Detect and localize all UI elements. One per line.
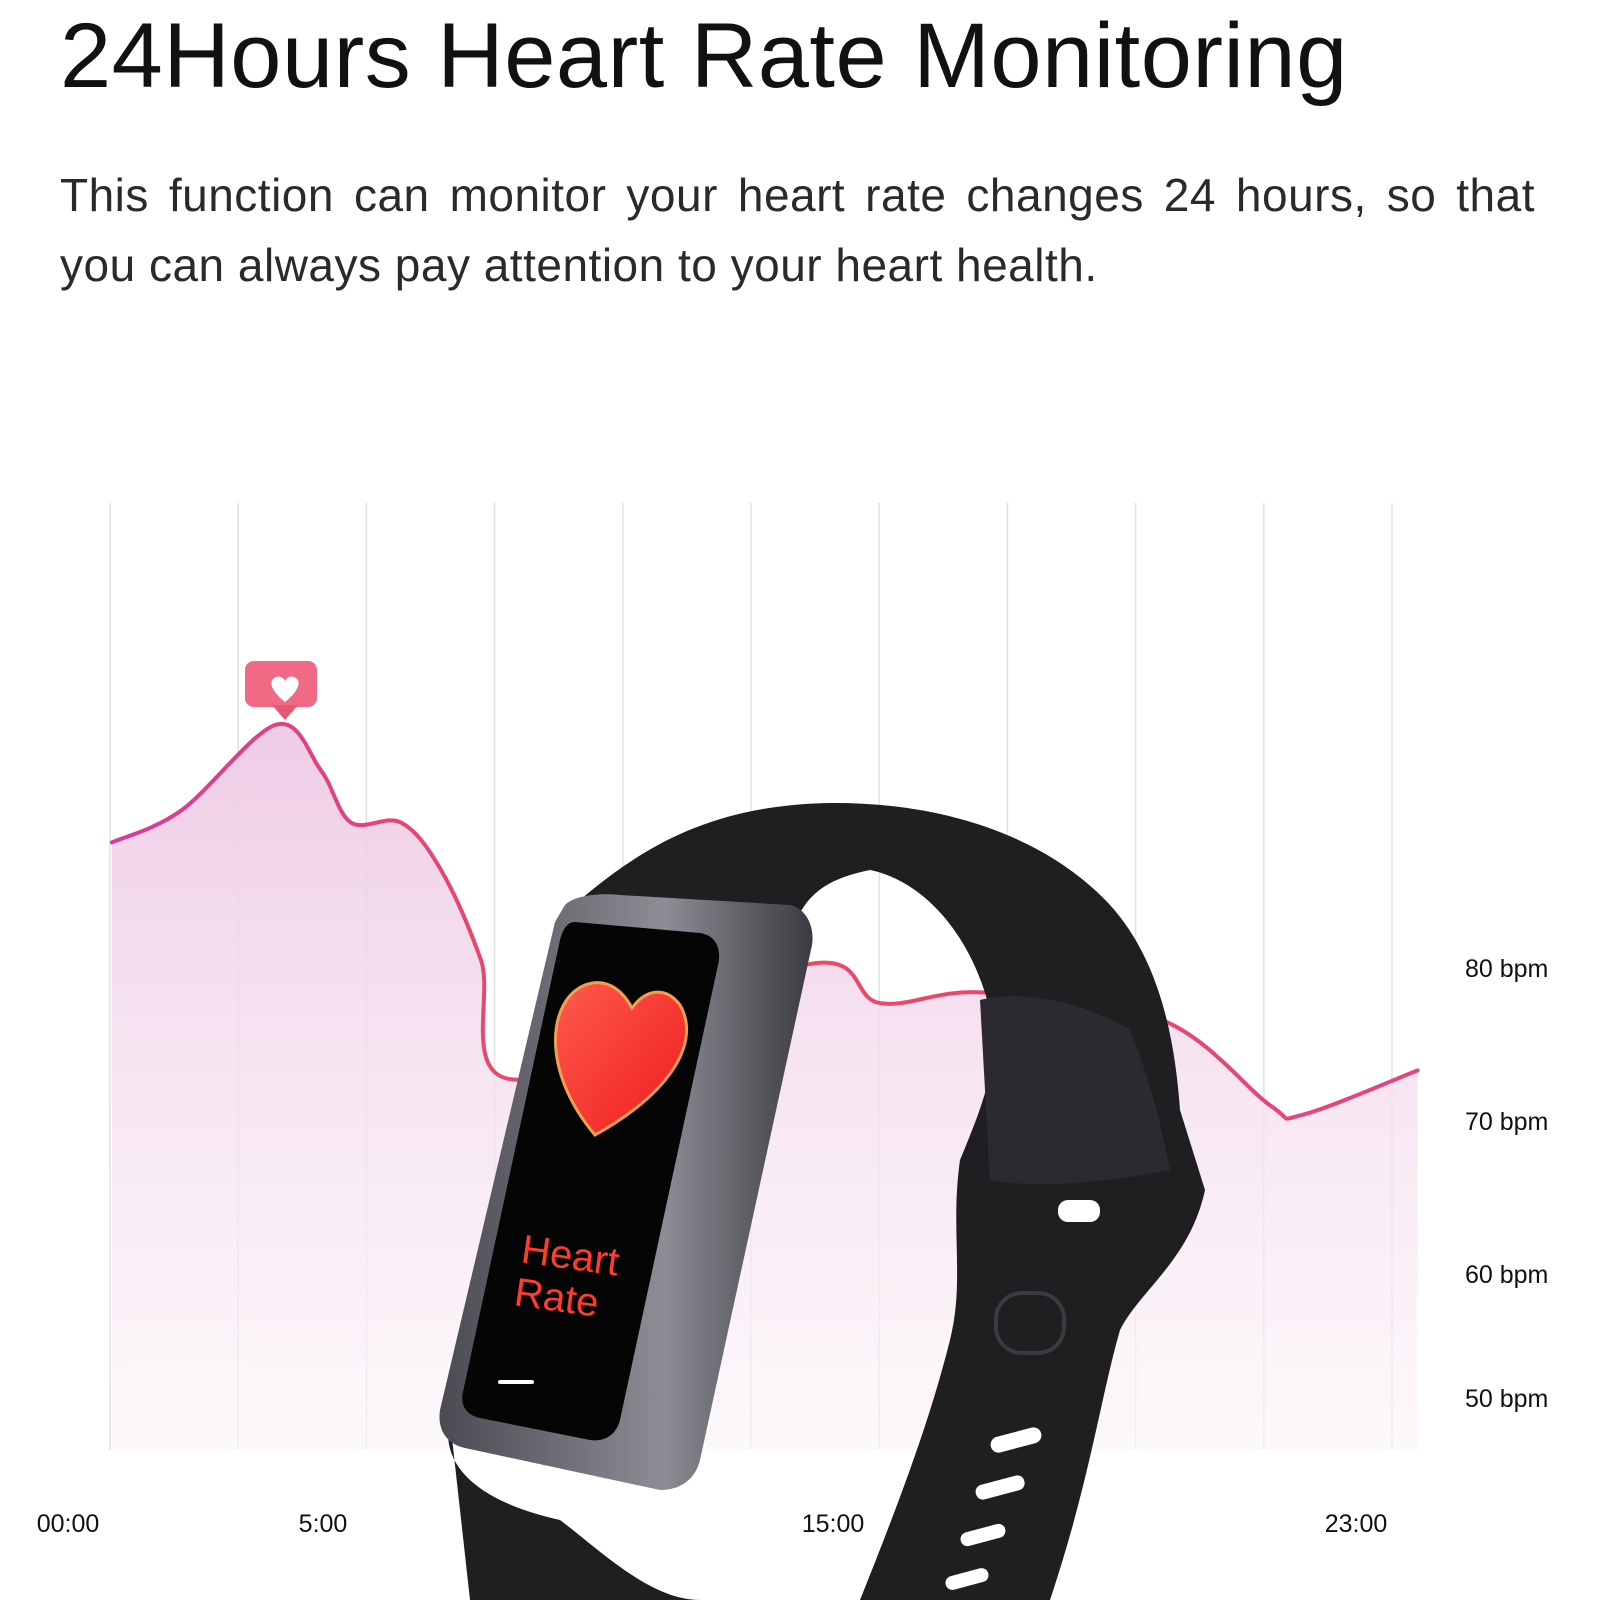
x-tick-label: 00:00 [36,1510,100,1538]
page-title: 24Hours Heart Rate Monitoring [60,5,1348,107]
smart-band-image: Heart Rate [439,802,1205,1600]
x-tick-label: 15:00 [801,1510,865,1538]
x-tick-label: 23:00 [1324,1510,1388,1538]
y-tick-label: 50 bpm [1465,1385,1549,1413]
y-tick-label: 80 bpm [1465,955,1549,983]
page-subtitle: This function can monitor your heart rat… [60,169,1535,291]
y-tick-label: 60 bpm [1465,1261,1549,1289]
x-tick-label: 5:00 [298,1510,348,1538]
y-tick-label: 70 bpm [1465,1108,1549,1136]
heart-badge-icon [245,661,317,720]
